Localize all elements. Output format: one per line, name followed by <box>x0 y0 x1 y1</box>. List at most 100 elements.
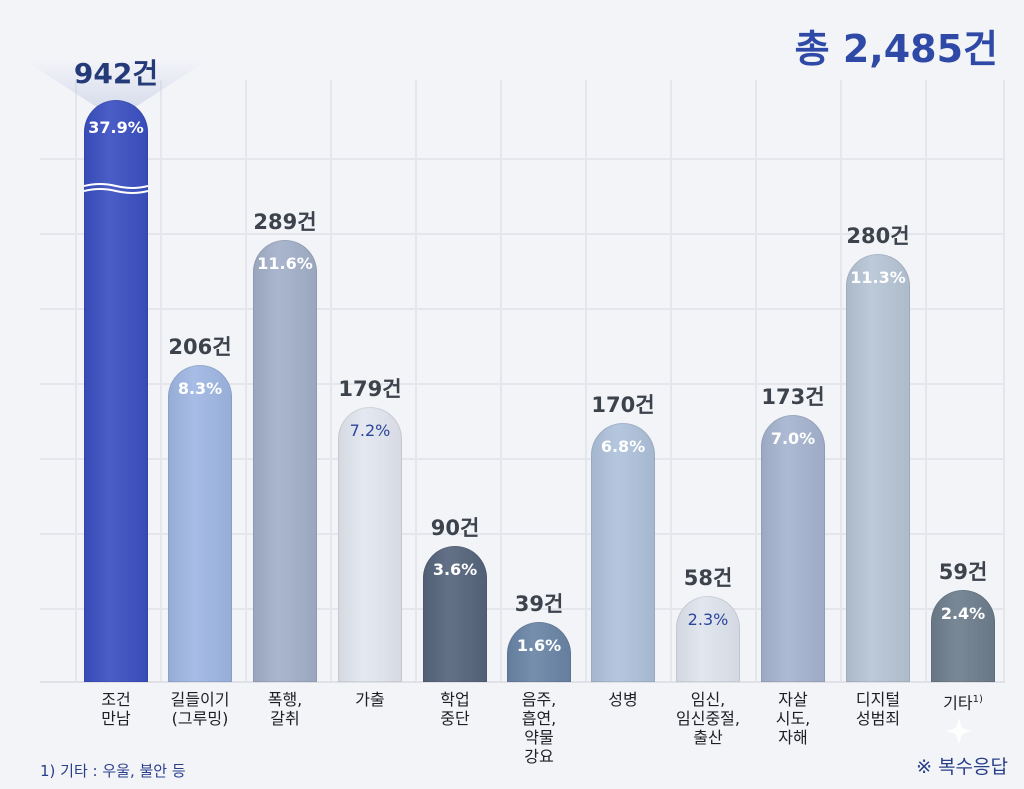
category-label-text: 학업 <box>440 690 470 709</box>
axis-break-icon <box>84 183 148 194</box>
grid-line <box>160 80 162 682</box>
grid-line <box>75 80 77 682</box>
category-label-line: 갈취 <box>235 709 335 728</box>
category-label: 기타1) <box>913 690 1013 712</box>
sparkle-icon <box>946 718 972 744</box>
category-label-line: 기타1) <box>913 690 1013 712</box>
bar-column: 8.3% <box>168 365 232 682</box>
category-label-line: 디지털 <box>828 690 928 709</box>
category-label-text: (그루밍) <box>171 709 229 728</box>
bar-column: 37.9% <box>84 100 148 682</box>
bar-percentage: 37.9% <box>88 118 144 137</box>
bar-column: 11.3% <box>846 254 910 682</box>
bar <box>931 590 995 682</box>
grid-line <box>415 80 417 682</box>
grid-line <box>40 383 1005 385</box>
bar <box>761 415 825 682</box>
chart-grid <box>40 80 1005 682</box>
bar-percentage: 2.4% <box>940 604 986 623</box>
bar-count-label: 173건 <box>761 385 825 409</box>
category-label-line: 시도, <box>743 709 843 728</box>
multiple-response-note: ※ 복수응답 <box>916 756 1008 778</box>
footnote-marker: 1) <box>972 694 983 705</box>
category-label-line: 성범죄 <box>828 709 928 728</box>
category-label-line: 길들이기 <box>150 690 250 709</box>
category-label-text: 성병 <box>608 690 638 709</box>
bar-count-label: 59건 <box>938 560 988 584</box>
category-label: 폭행, 갈취 <box>235 690 335 728</box>
grid-line <box>670 80 672 682</box>
bar-count-label: 280건 <box>846 224 910 248</box>
bar <box>591 423 655 682</box>
bar-percentage: 11.3% <box>850 268 906 287</box>
category-label-line: 출산 <box>658 728 758 747</box>
bar-column: 3.6% <box>423 546 487 682</box>
bar <box>507 622 571 682</box>
bar-percentage: 7.0% <box>770 429 816 448</box>
bar-percentage: 8.3% <box>177 379 223 398</box>
grid-line <box>585 80 587 682</box>
bar-column: 2.4% <box>931 590 995 682</box>
bar <box>168 365 232 682</box>
category-label-line: 성병 <box>573 690 673 709</box>
category-label-text: 임신, <box>690 690 726 709</box>
bar-percentage: 7.2% <box>349 421 391 440</box>
category-label-line: 학업 <box>405 690 505 709</box>
grid-line <box>40 233 1005 235</box>
category-label-text: 길들이기 <box>170 690 230 709</box>
grid-line <box>840 80 842 682</box>
bar-count-label: 39건 <box>514 592 564 616</box>
bar-percentage: 6.8% <box>600 437 646 456</box>
x-axis-baseline <box>40 681 1005 683</box>
bar <box>846 254 910 682</box>
category-label-line: 임신중절, <box>658 709 758 728</box>
grid-line <box>40 533 1005 535</box>
category-label-line: 약물 <box>489 728 589 747</box>
grid-line <box>40 608 1005 610</box>
category-label-text: 디지털 <box>855 690 901 709</box>
category-label: 길들이기 (그루밍) <box>150 690 250 728</box>
category-label-text: 임신중절, <box>676 709 740 728</box>
category-label-line: 가출 <box>320 690 420 709</box>
footnote: 1) 기타 : 우울, 불안 등 <box>40 762 186 780</box>
category-label-text: 약물 <box>524 728 554 747</box>
grid-line <box>500 80 502 682</box>
grid-line <box>40 308 1005 310</box>
bar <box>423 546 487 682</box>
bar-column: 2.3% <box>676 596 740 682</box>
category-label: 성병 <box>573 690 673 709</box>
bar-percentage: 3.6% <box>432 560 478 579</box>
category-label-text: 가출 <box>355 690 385 709</box>
grid-line <box>755 80 757 682</box>
category-label-line: 임신, <box>658 690 758 709</box>
category-label-text: 강요 <box>524 747 554 766</box>
grid-line <box>1003 80 1005 682</box>
grid-line <box>925 80 927 682</box>
category-label-text: 자해 <box>778 728 808 747</box>
category-label-text: 출산 <box>693 728 723 747</box>
category-label-text: 흡연, <box>521 709 557 728</box>
bar-percentage: 1.6% <box>516 636 562 655</box>
grid-line <box>40 458 1005 460</box>
category-label-text: 갈취 <box>270 709 300 728</box>
bar-count-label: 170건 <box>591 393 655 417</box>
bar-column: 7.2% <box>338 407 402 682</box>
category-label-text: 음주, <box>521 690 557 709</box>
category-label: 디지털 성범죄 <box>828 690 928 728</box>
bar-column: 7.0% <box>761 415 825 682</box>
category-label: 자살 시도, 자해 <box>743 690 843 747</box>
bar-percentage: 2.3% <box>687 610 729 629</box>
category-label-line: 자살 <box>743 690 843 709</box>
category-label-line: 조건 <box>66 690 166 709</box>
category-label-text: 만남 <box>101 709 131 728</box>
bar-count-label: 58건 <box>683 566 733 590</box>
bar-count-label: 289건 <box>253 210 317 234</box>
category-label-text: 시도, <box>775 709 811 728</box>
bar <box>676 596 740 682</box>
bar-percentage: 11.6% <box>257 254 313 273</box>
category-label: 임신, 임신중절, 출산 <box>658 690 758 747</box>
bar-column: 11.6% <box>253 240 317 682</box>
bar-count-label: 179건 <box>338 377 402 401</box>
category-label-line: 폭행, <box>235 690 335 709</box>
bar-count-label: 942건 <box>73 57 159 90</box>
